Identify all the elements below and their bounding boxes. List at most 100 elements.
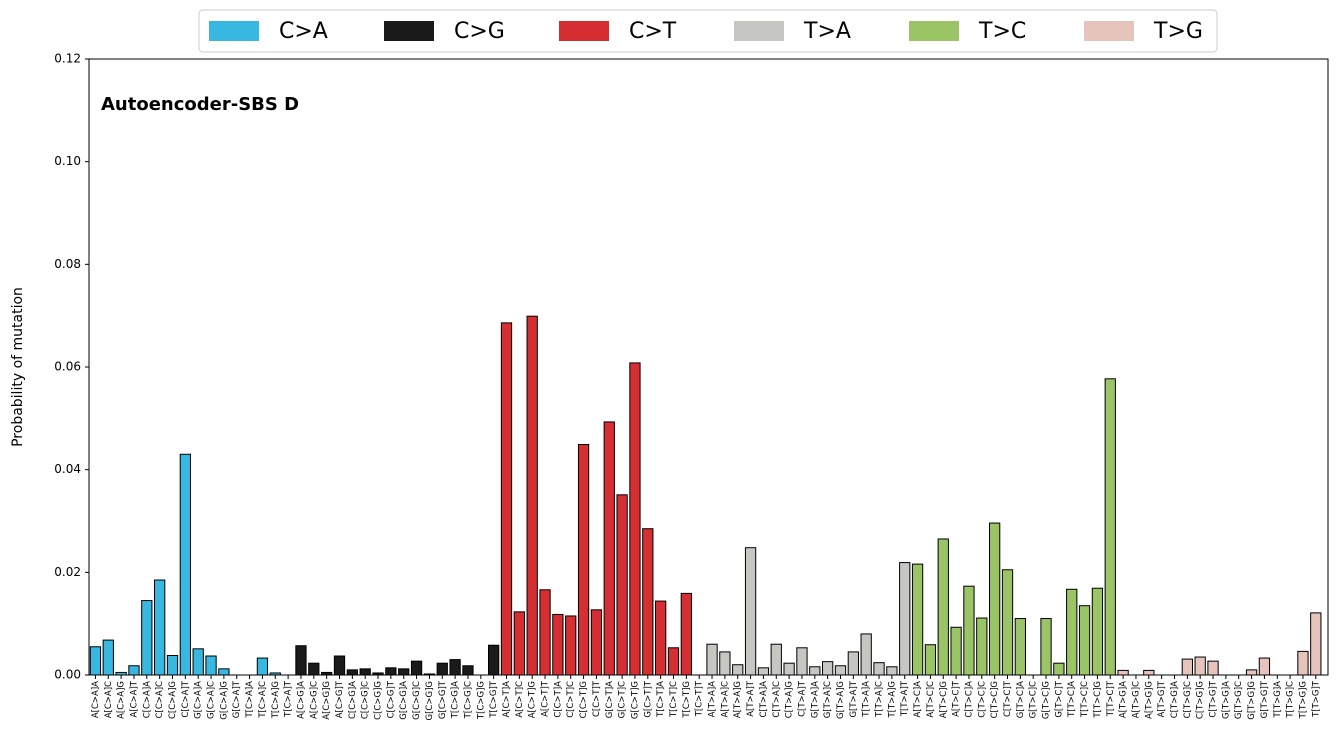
y-tick-label: 0.02 bbox=[54, 565, 81, 579]
x-tick-label: G[C>A]G bbox=[219, 681, 229, 720]
x-tick-label: G[T>G]C bbox=[1234, 681, 1244, 719]
bar bbox=[539, 589, 551, 676]
x-tick-label: A[C>T]C bbox=[515, 681, 525, 718]
bar bbox=[1297, 650, 1309, 676]
x-tick-label: C[T>A]A bbox=[759, 681, 769, 718]
legend-swatch bbox=[384, 21, 434, 41]
x-tick-label: C[C>A]T bbox=[181, 680, 191, 717]
x-tick-label: G[T>G]T bbox=[1260, 680, 1270, 718]
x-tick-label: C[C>T]A bbox=[553, 681, 563, 718]
x-tick-label: C[C>T]G bbox=[579, 681, 589, 718]
x-tick-label: A[T>G]T bbox=[1157, 680, 1167, 717]
bar bbox=[963, 585, 975, 676]
x-tick-label: A[C>A]T bbox=[129, 680, 139, 717]
x-tick-label: A[C>T]G bbox=[528, 681, 538, 718]
bar bbox=[950, 626, 962, 676]
bar bbox=[796, 647, 808, 676]
bar bbox=[1117, 669, 1129, 676]
bar bbox=[590, 609, 603, 676]
bar bbox=[680, 592, 692, 676]
x-tick-label: A[C>G]G bbox=[322, 681, 332, 720]
x-tick-label: C[C>T]C bbox=[566, 681, 576, 718]
y-tick-label: 0.00 bbox=[54, 668, 81, 682]
bar bbox=[770, 643, 782, 676]
x-tick-label: G[C>T]C bbox=[618, 681, 628, 718]
bar bbox=[269, 672, 281, 676]
bar bbox=[783, 662, 795, 676]
bar bbox=[1040, 618, 1052, 676]
bar bbox=[423, 673, 436, 676]
bar bbox=[937, 538, 949, 676]
x-tick-label: G[T>G]G bbox=[1247, 681, 1257, 720]
bar bbox=[1053, 662, 1065, 676]
bar bbox=[1066, 588, 1078, 676]
bar bbox=[911, 563, 924, 676]
chart-title: Autoencoder-SBS D bbox=[101, 94, 299, 115]
bar bbox=[552, 613, 564, 676]
x-tick-label: G[T>C]G bbox=[1042, 681, 1052, 719]
bar bbox=[873, 662, 885, 676]
x-tick-label: T[T>C]G bbox=[1093, 681, 1103, 719]
bar bbox=[359, 668, 371, 676]
x-tick-label: G[C>G]A bbox=[399, 681, 409, 720]
legend-label: C>G bbox=[454, 19, 505, 44]
bar bbox=[642, 528, 654, 676]
bar bbox=[513, 611, 525, 676]
bar bbox=[218, 668, 230, 676]
bar bbox=[89, 646, 102, 676]
x-tick-label: A[T>C]A bbox=[913, 681, 923, 718]
bar bbox=[822, 661, 834, 676]
x-tick-label: T[T>A]C bbox=[875, 681, 885, 718]
bar bbox=[462, 665, 474, 676]
bar bbox=[1078, 605, 1091, 676]
x-tick-label: T[C>G]A bbox=[451, 681, 461, 719]
x-tick-label: T[C>A]C bbox=[258, 681, 268, 719]
legend-box bbox=[198, 9, 1218, 53]
x-tick-label: A[T>A]C bbox=[720, 681, 730, 718]
legend-swatch bbox=[1084, 21, 1134, 41]
legend-swatch bbox=[209, 21, 259, 41]
bar bbox=[1181, 658, 1193, 676]
bar bbox=[449, 659, 461, 676]
bar bbox=[410, 660, 423, 676]
y-axis-label: Probability of mutation bbox=[10, 287, 26, 447]
bar bbox=[308, 662, 320, 676]
x-tick-label: A[T>G]G bbox=[1144, 681, 1154, 719]
x-tick-label: A[T>A]T bbox=[746, 680, 756, 717]
bar bbox=[154, 579, 166, 676]
x-tick-label: A[C>A]G bbox=[117, 681, 127, 719]
y-tick-label: 0.12 bbox=[54, 52, 81, 66]
bar bbox=[899, 562, 911, 676]
bar bbox=[616, 494, 628, 676]
bar bbox=[706, 643, 718, 676]
bar bbox=[757, 667, 770, 676]
x-tick-label: G[T>C]C bbox=[1029, 681, 1039, 718]
x-tick-label: C[T>C]T bbox=[1003, 680, 1013, 717]
x-tick-label: C[C>G]G bbox=[374, 681, 384, 720]
bar bbox=[667, 647, 680, 676]
x-tick-label: G[C>G]T bbox=[438, 680, 448, 719]
x-tick-label: C[T>C]G bbox=[990, 681, 1000, 718]
bar bbox=[115, 671, 127, 676]
bar bbox=[924, 644, 937, 676]
bar bbox=[1194, 656, 1206, 676]
y-tick-label: 0.06 bbox=[54, 360, 81, 374]
x-tick-label: G[T>A]A bbox=[810, 681, 820, 718]
bar bbox=[1014, 618, 1026, 676]
bar bbox=[372, 672, 384, 676]
x-tick-label: C[T>G]G bbox=[1196, 681, 1206, 719]
x-tick-label: A[T>C]G bbox=[939, 681, 949, 718]
bar bbox=[295, 645, 307, 676]
bar bbox=[1143, 669, 1155, 676]
bar bbox=[629, 362, 641, 676]
x-tick-label: C[T>C]C bbox=[977, 681, 987, 718]
x-tick-label: A[C>G]C bbox=[309, 681, 319, 719]
x-tick-label: A[T>G]A bbox=[1119, 681, 1129, 718]
bar bbox=[385, 667, 397, 676]
x-tick-label: C[C>G]T bbox=[386, 680, 396, 718]
bar bbox=[526, 315, 538, 676]
bar bbox=[166, 654, 179, 676]
legend-swatch bbox=[909, 21, 959, 41]
x-tick-label: A[C>G]A bbox=[296, 681, 306, 719]
bar bbox=[1310, 612, 1322, 676]
